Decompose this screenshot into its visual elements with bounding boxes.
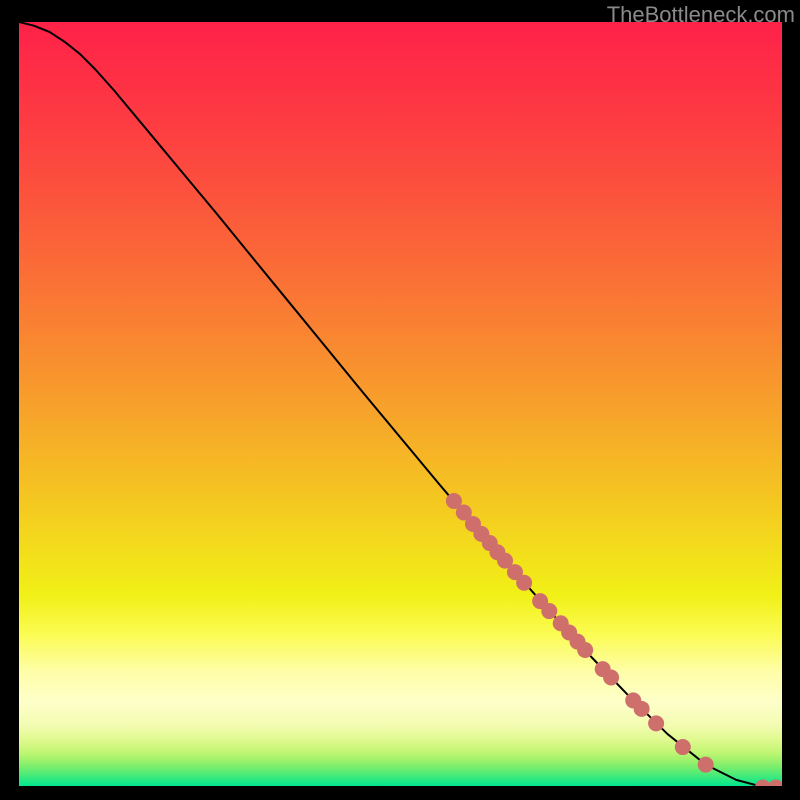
data-marker — [634, 701, 650, 717]
data-marker — [541, 603, 557, 619]
chart-svg — [19, 22, 782, 786]
chart-plot-area — [19, 22, 782, 786]
data-marker — [675, 739, 691, 755]
data-marker — [577, 642, 593, 658]
attribution-label: TheBottleneck.com — [607, 2, 795, 28]
data-marker — [516, 575, 532, 591]
data-marker — [698, 757, 714, 773]
chart-background — [19, 22, 782, 786]
data-marker — [648, 715, 664, 731]
data-marker — [603, 670, 619, 686]
stage: TheBottleneck.com — [0, 0, 800, 800]
